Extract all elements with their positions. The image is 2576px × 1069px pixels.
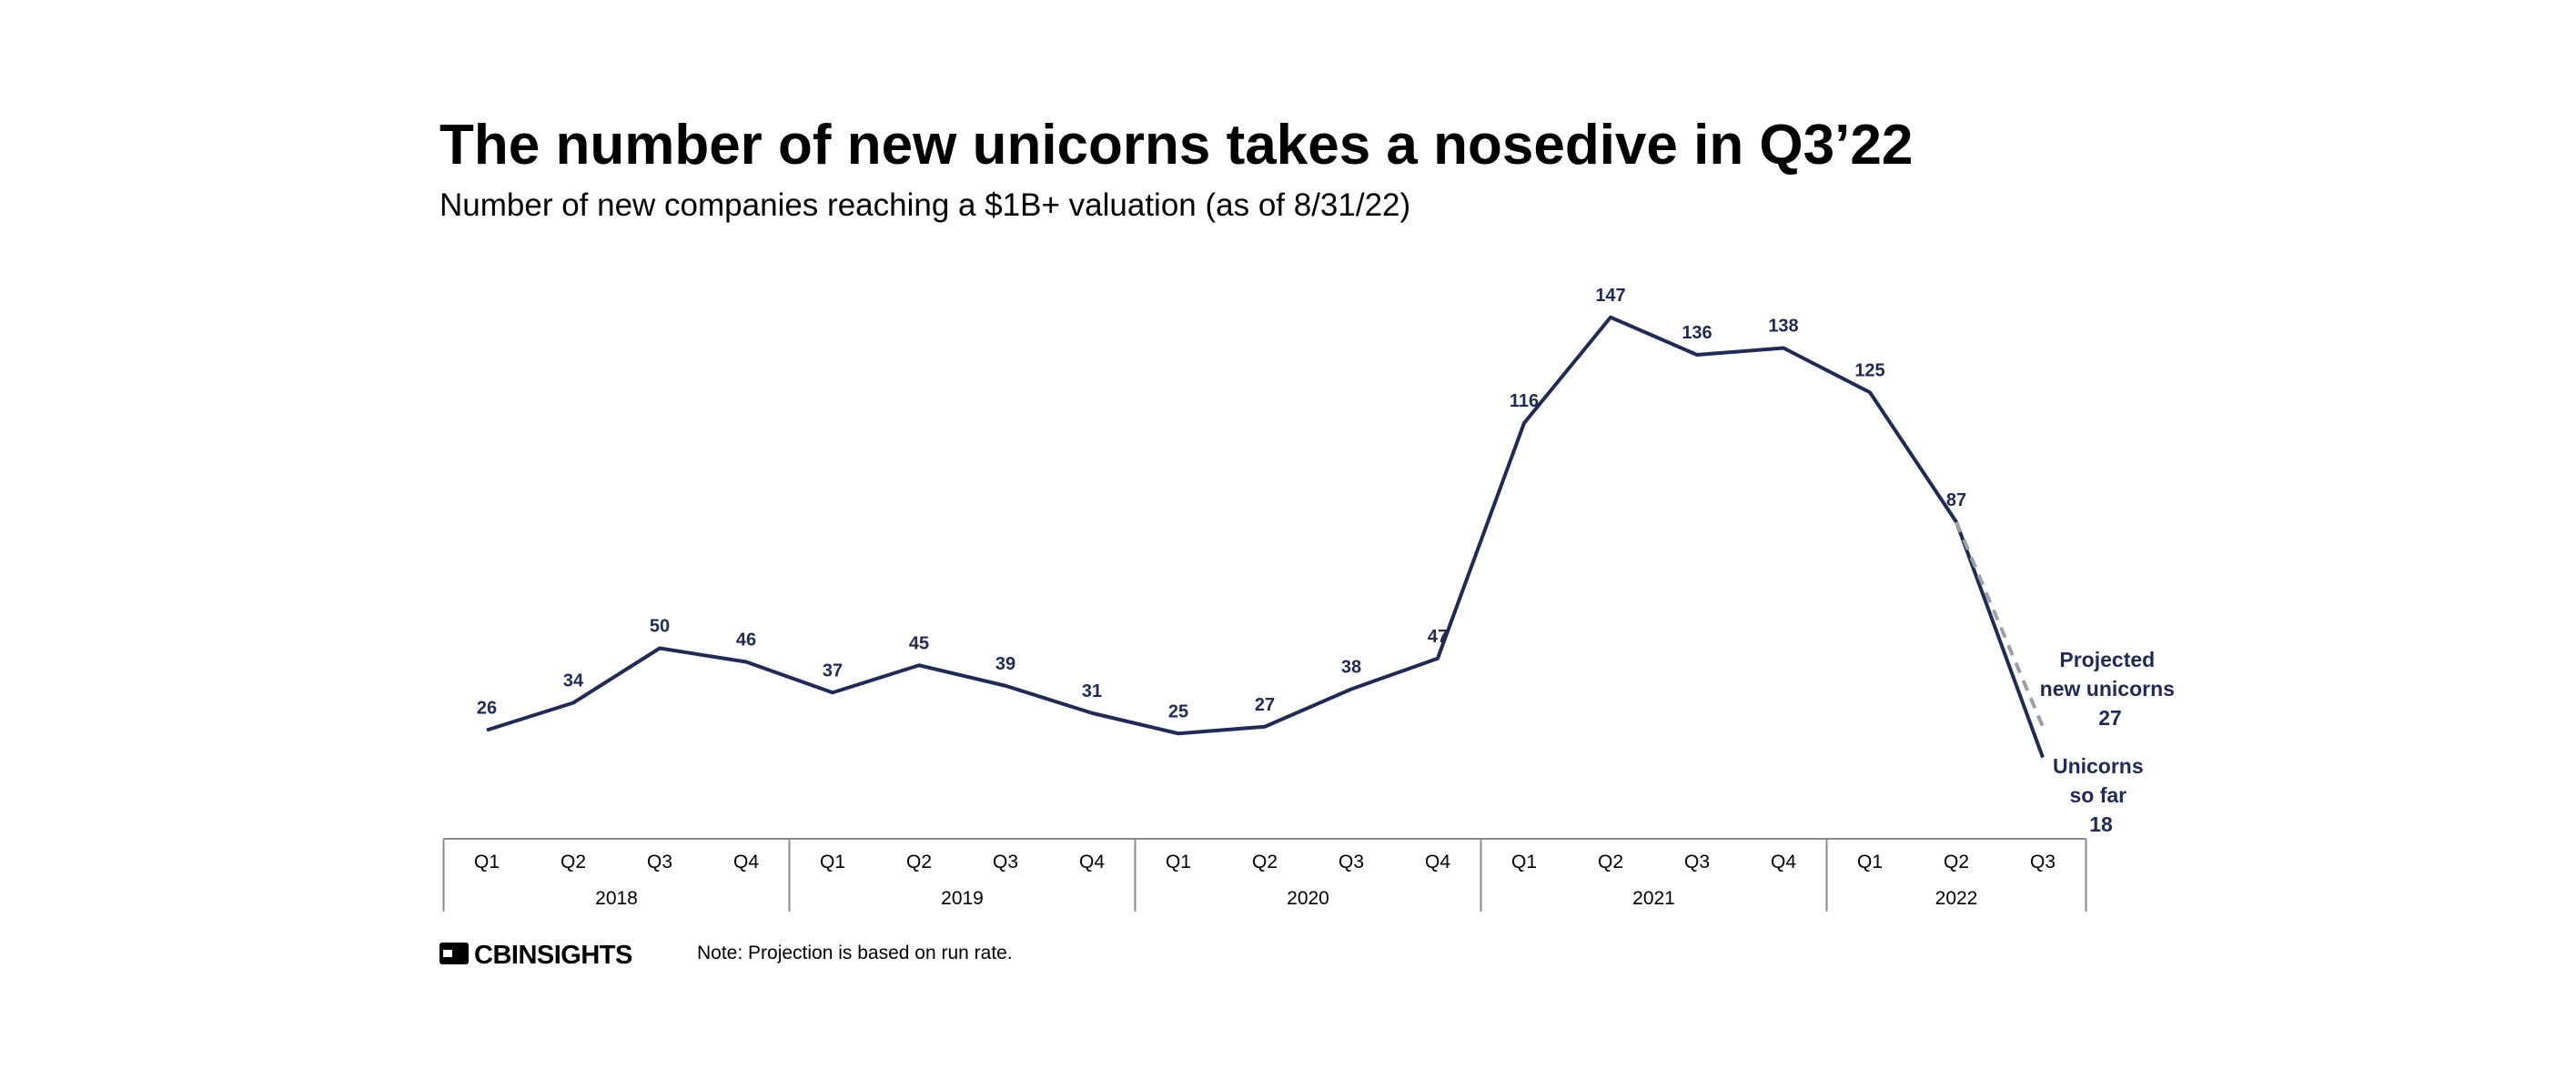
chart-title: The number of new unicorns takes a nosed… <box>439 114 1913 176</box>
x-tick-label: Q4 <box>733 852 759 872</box>
data-label: 37 <box>823 661 843 681</box>
x-tick-label: Q1 <box>1857 852 1883 872</box>
projected-annotation: Projected new unicorns 27 <box>2040 648 2181 730</box>
series-layer <box>486 315 2045 759</box>
data-label: 116 <box>1510 391 1539 411</box>
x-tick-label: Q3 <box>2030 852 2056 872</box>
x-tick-label: Q1 <box>1166 852 1191 872</box>
so-far-annotation-line-1: Unicorns <box>2053 754 2144 778</box>
x-tick-label: Q3 <box>1684 852 1710 872</box>
year-label: 2021 <box>1632 888 1675 909</box>
data-label: 26 <box>477 699 497 719</box>
x-tick-label: Q1 <box>474 852 500 872</box>
year-label: 2022 <box>1935 888 1978 909</box>
x-tick-label: Q2 <box>1252 852 1278 872</box>
data-label: 34 <box>563 671 584 691</box>
x-tick-label: Q4 <box>1771 852 1796 872</box>
series-line-new-unicorns <box>486 315 2045 759</box>
chart-subtitle: Number of new companies reaching a $1B+ … <box>439 187 1410 223</box>
x-tick-label: Q4 <box>1079 852 1105 872</box>
x-tick-label: Q3 <box>993 852 1018 872</box>
data-label: 46 <box>736 630 756 650</box>
data-label: 87 <box>1946 490 1966 510</box>
data-label: 125 <box>1854 360 1884 380</box>
data-label: 50 <box>650 617 670 637</box>
x-axis: Q1 Q2 Q3 Q4 Q1 Q2 Q3 Q4 Q1 Q2 Q3 Q4 Q1 Q2 Q3 Q4 Q1 Q2 Q3 20… <box>442 838 2087 912</box>
x-tick-label: Q2 <box>1944 852 1969 872</box>
data-label: 147 <box>1595 286 1625 306</box>
data-label: 136 <box>1682 323 1712 343</box>
data-label: 138 <box>1768 317 1798 337</box>
data-label: 25 <box>1168 701 1188 721</box>
x-tick-label: Q3 <box>1339 852 1364 872</box>
cb-insights-logo: CBINSIGHTS <box>439 941 633 970</box>
so-far-annotation-line-2: so far <box>2069 783 2126 807</box>
data-label: 39 <box>995 654 1015 674</box>
cb-logo-mark <box>439 943 469 964</box>
projected-annotation-line-1: Projected <box>2059 648 2155 671</box>
year-label: 2019 <box>941 888 984 909</box>
projected-annotation-line-3: 27 <box>2098 706 2122 730</box>
data-label: 38 <box>1341 658 1361 678</box>
year-label: 2020 <box>1287 888 1329 909</box>
footnote: Note: Projection is based on run rate. <box>697 943 1013 963</box>
projected-annotation-line-2: new unicorns <box>2040 677 2175 701</box>
so-far-annotation: Unicorns so far 18 <box>2053 754 2149 836</box>
data-label: 27 <box>1255 695 1275 715</box>
x-tick-label: Q1 <box>820 852 845 872</box>
year-label: 2018 <box>595 888 638 909</box>
x-tick-label: Q2 <box>906 852 932 872</box>
cb-insights-wordmark: CBINSIGHTS <box>474 941 632 970</box>
data-label: 45 <box>909 633 929 653</box>
so-far-annotation-line-3: 18 <box>2089 812 2113 836</box>
data-label: 31 <box>1082 681 1102 701</box>
x-tick-label: Q1 <box>1511 852 1537 872</box>
data-labels: 26 34 50 46 37 45 39 31 25 27 38 47 116 147 136 138 125 8… <box>477 286 1966 722</box>
data-label: 47 <box>1428 627 1448 647</box>
x-tick-label: Q3 <box>647 852 672 872</box>
x-tick-label: Q2 <box>1598 852 1623 872</box>
x-tick-label: Q4 <box>1425 852 1450 872</box>
x-tick-label: Q2 <box>561 852 586 872</box>
